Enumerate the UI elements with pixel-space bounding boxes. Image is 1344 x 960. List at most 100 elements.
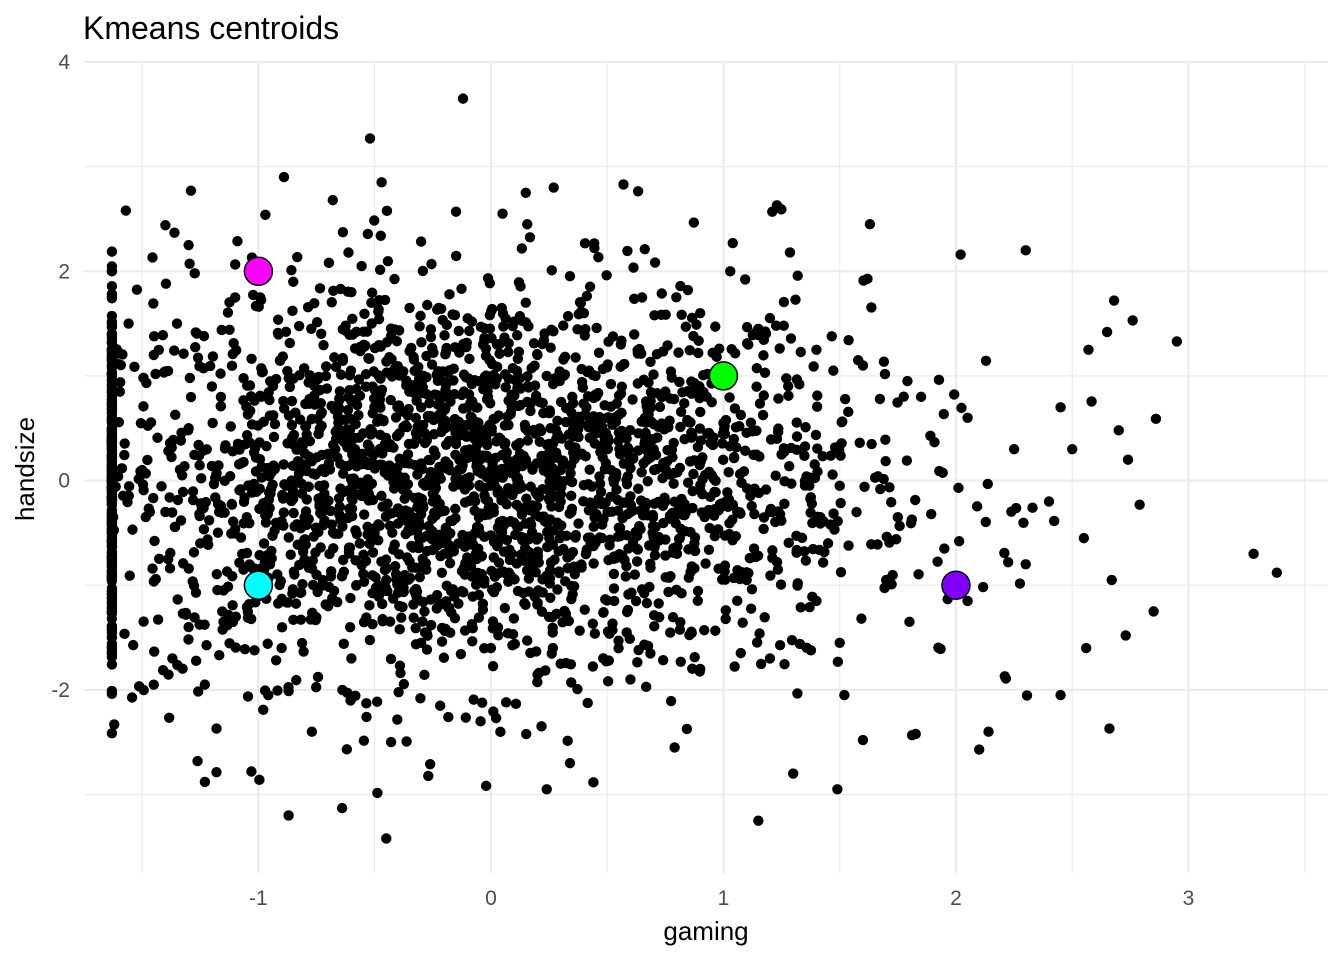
data-point — [250, 452, 262, 463]
data-point — [106, 354, 118, 366]
data-point — [884, 482, 895, 493]
data-point — [1127, 315, 1138, 326]
data-point — [411, 395, 422, 406]
data-point — [316, 420, 327, 431]
data-point — [759, 367, 771, 378]
data-point — [419, 437, 431, 449]
data-point — [276, 516, 287, 527]
data-point — [608, 568, 620, 580]
data-point — [395, 667, 406, 679]
data-point — [385, 653, 397, 665]
data-point — [631, 556, 643, 567]
data-point — [550, 372, 561, 384]
data-point — [123, 318, 134, 329]
data-point — [910, 494, 921, 506]
data-point — [657, 655, 669, 666]
data-point — [622, 245, 633, 257]
data-point — [674, 376, 685, 388]
data-point — [337, 226, 349, 238]
data-point — [460, 712, 472, 723]
data-point — [747, 329, 759, 341]
data-point — [573, 518, 584, 529]
data-point — [354, 459, 365, 470]
data-point — [222, 307, 234, 318]
data-point — [980, 516, 991, 528]
data-point — [784, 460, 795, 472]
data-point — [350, 525, 361, 536]
data-point — [351, 383, 362, 395]
data-point — [874, 393, 886, 405]
data-point — [413, 539, 424, 550]
data-point — [238, 496, 250, 508]
data-point — [238, 518, 249, 529]
data-point — [611, 484, 622, 496]
data-point — [316, 407, 328, 418]
data-point — [804, 480, 815, 491]
data-point — [708, 473, 720, 485]
data-point — [476, 697, 488, 708]
data-point — [415, 693, 426, 704]
data-point — [461, 452, 473, 464]
data-point — [554, 567, 565, 579]
data-point — [974, 744, 985, 755]
data-point — [474, 480, 485, 491]
data-point — [293, 320, 305, 332]
data-point — [238, 372, 249, 384]
data-point — [521, 728, 532, 740]
data-point — [977, 581, 989, 593]
data-point — [510, 529, 521, 540]
data-point — [479, 332, 490, 344]
data-point — [164, 492, 175, 503]
data-point — [295, 614, 307, 625]
data-point — [284, 337, 295, 349]
data-point — [241, 547, 253, 559]
data-point — [771, 556, 783, 568]
data-point — [419, 427, 430, 439]
data-point — [584, 464, 595, 475]
data-point — [270, 655, 282, 666]
data-point — [529, 591, 540, 602]
data-point — [647, 512, 659, 523]
data-point — [459, 562, 470, 573]
data-point — [627, 394, 638, 405]
data-point — [204, 515, 215, 526]
data-point — [284, 381, 296, 393]
data-point — [479, 509, 491, 521]
data-point — [201, 639, 212, 651]
data-point — [475, 716, 486, 727]
data-point — [329, 528, 341, 540]
data-point — [650, 449, 662, 461]
data-point — [524, 232, 536, 243]
data-point — [421, 545, 433, 557]
data-point — [415, 509, 427, 520]
data-point — [886, 496, 897, 508]
data-point — [475, 464, 486, 475]
data-point — [603, 435, 614, 447]
data-point — [510, 698, 522, 710]
data-point — [201, 444, 212, 455]
data-point — [689, 652, 700, 663]
data-point — [710, 321, 721, 332]
data-point — [250, 300, 262, 312]
data-point — [759, 612, 770, 623]
data-point — [265, 483, 277, 495]
data-point — [391, 336, 403, 347]
data-point — [525, 405, 536, 417]
data-point — [615, 388, 627, 399]
data-point — [574, 625, 585, 636]
data-point — [422, 299, 433, 311]
data-point — [778, 320, 789, 331]
data-point — [144, 506, 156, 518]
data-point — [432, 472, 443, 483]
data-point — [326, 297, 337, 308]
data-point — [443, 711, 454, 723]
data-point — [324, 464, 336, 475]
data-point — [367, 407, 378, 419]
data-point — [835, 566, 847, 578]
data-point — [195, 473, 207, 484]
data-point — [148, 679, 159, 690]
data-point — [476, 568, 487, 580]
data-point — [890, 534, 902, 545]
data-point — [825, 450, 836, 461]
data-point — [724, 392, 735, 403]
